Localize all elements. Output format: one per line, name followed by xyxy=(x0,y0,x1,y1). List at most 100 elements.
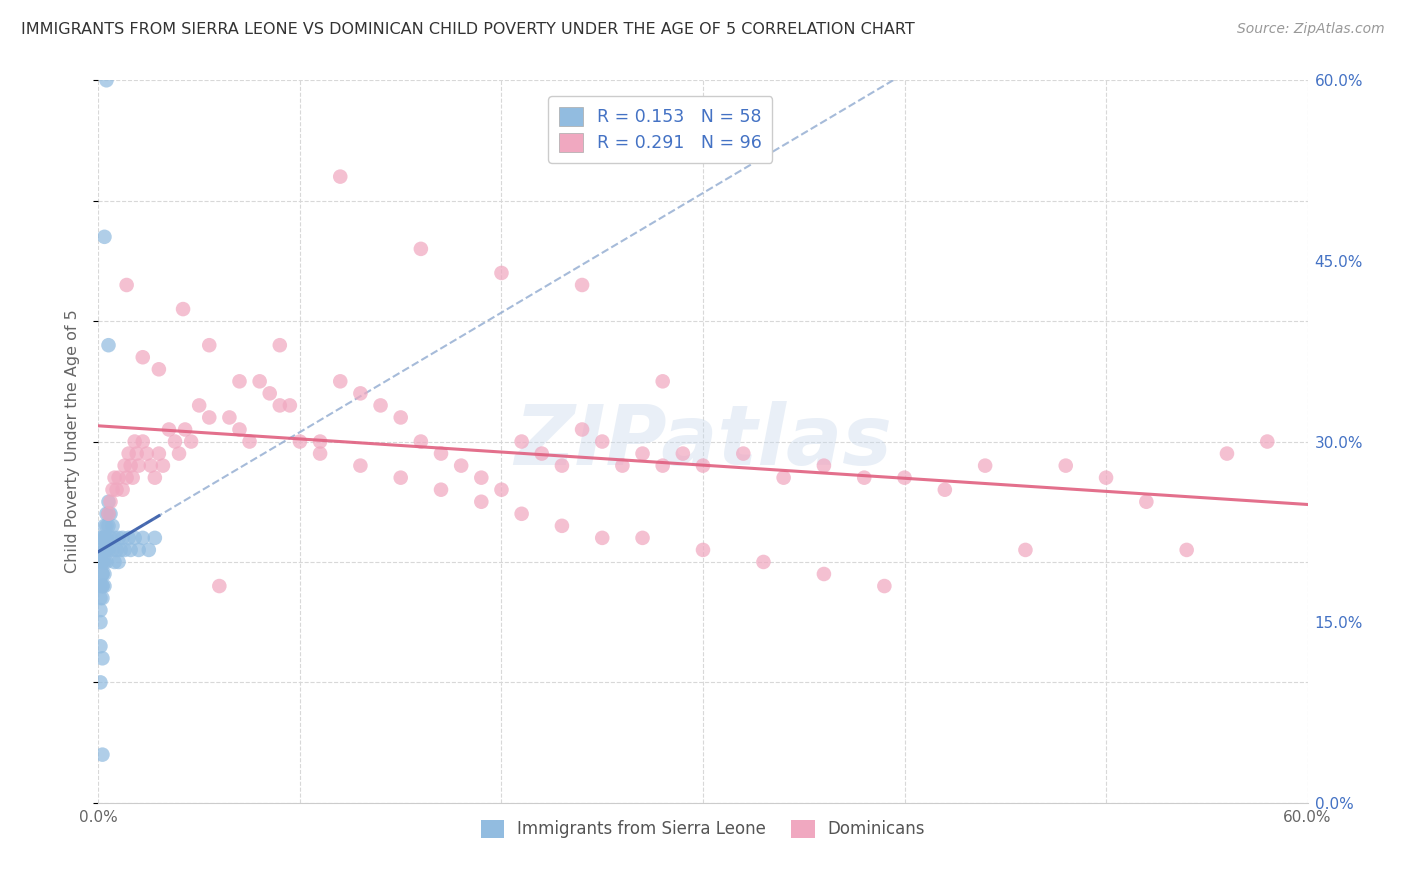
Point xyxy=(450,458,472,473)
Point xyxy=(239,434,262,449)
Point xyxy=(259,386,281,401)
Point xyxy=(228,422,250,436)
Point xyxy=(89,579,111,593)
Point xyxy=(135,446,157,460)
Point xyxy=(125,446,148,460)
Point xyxy=(103,531,125,545)
Point xyxy=(111,531,134,545)
Point xyxy=(510,434,533,449)
Point xyxy=(97,542,120,557)
Point xyxy=(551,518,574,533)
Point xyxy=(96,73,118,87)
Point xyxy=(91,567,114,582)
Point xyxy=(180,434,202,449)
Point xyxy=(139,458,162,473)
Legend: Immigrants from Sierra Leone, Dominicans: Immigrants from Sierra Leone, Dominicans xyxy=(474,813,932,845)
Point xyxy=(612,458,634,473)
Point xyxy=(551,458,574,473)
Point xyxy=(409,242,432,256)
Point xyxy=(118,531,141,545)
Point xyxy=(813,567,835,582)
Point xyxy=(491,266,513,280)
Point xyxy=(349,458,371,473)
Point xyxy=(89,591,111,605)
Point xyxy=(389,470,412,484)
Point xyxy=(143,531,166,545)
Point xyxy=(96,555,118,569)
Point xyxy=(115,277,138,292)
Point xyxy=(1216,446,1239,460)
Point xyxy=(91,579,114,593)
Point xyxy=(93,567,115,582)
Point xyxy=(107,531,129,545)
Point xyxy=(188,398,211,412)
Point xyxy=(93,518,115,533)
Point xyxy=(692,458,714,473)
Point xyxy=(100,531,122,545)
Point xyxy=(93,579,115,593)
Point xyxy=(91,567,114,582)
Point xyxy=(96,542,118,557)
Point xyxy=(124,531,146,545)
Point xyxy=(96,531,118,545)
Y-axis label: Child Poverty Under the Age of 5: Child Poverty Under the Age of 5 xyxy=(65,310,80,574)
Point xyxy=(91,542,114,557)
Point xyxy=(97,518,120,533)
Point xyxy=(228,374,250,388)
Point xyxy=(269,398,291,412)
Point xyxy=(103,555,125,569)
Point xyxy=(91,531,114,545)
Point xyxy=(157,422,180,436)
Point xyxy=(96,518,118,533)
Point xyxy=(853,470,876,484)
Point xyxy=(198,410,221,425)
Point xyxy=(91,747,114,762)
Point xyxy=(103,470,125,484)
Point xyxy=(93,531,115,545)
Point xyxy=(97,507,120,521)
Point xyxy=(172,301,194,317)
Point xyxy=(163,434,186,449)
Point xyxy=(114,458,136,473)
Point xyxy=(91,651,114,665)
Point xyxy=(93,542,115,557)
Point xyxy=(974,458,997,473)
Point xyxy=(530,446,553,460)
Point xyxy=(100,494,122,508)
Point xyxy=(1095,470,1118,484)
Point xyxy=(631,446,654,460)
Point xyxy=(470,470,492,484)
Point xyxy=(93,230,115,244)
Point xyxy=(89,542,111,557)
Point xyxy=(101,518,124,533)
Point xyxy=(389,410,412,425)
Point xyxy=(873,579,896,593)
Point xyxy=(132,434,155,449)
Point xyxy=(128,458,150,473)
Point xyxy=(571,277,593,292)
Point xyxy=(132,531,155,545)
Point xyxy=(89,603,111,617)
Point xyxy=(132,350,155,364)
Point xyxy=(672,446,695,460)
Point xyxy=(1054,458,1077,473)
Point xyxy=(120,542,142,557)
Point xyxy=(97,494,120,508)
Point xyxy=(152,458,174,473)
Point xyxy=(591,531,613,545)
Point xyxy=(114,542,136,557)
Point xyxy=(118,446,141,460)
Point xyxy=(934,483,956,497)
Point xyxy=(309,434,332,449)
Point xyxy=(107,470,129,484)
Point xyxy=(218,410,240,425)
Point xyxy=(105,483,128,497)
Point xyxy=(91,579,114,593)
Point xyxy=(148,446,170,460)
Point xyxy=(124,434,146,449)
Point xyxy=(128,542,150,557)
Point xyxy=(91,555,114,569)
Point xyxy=(692,542,714,557)
Point xyxy=(208,579,231,593)
Point xyxy=(772,470,794,484)
